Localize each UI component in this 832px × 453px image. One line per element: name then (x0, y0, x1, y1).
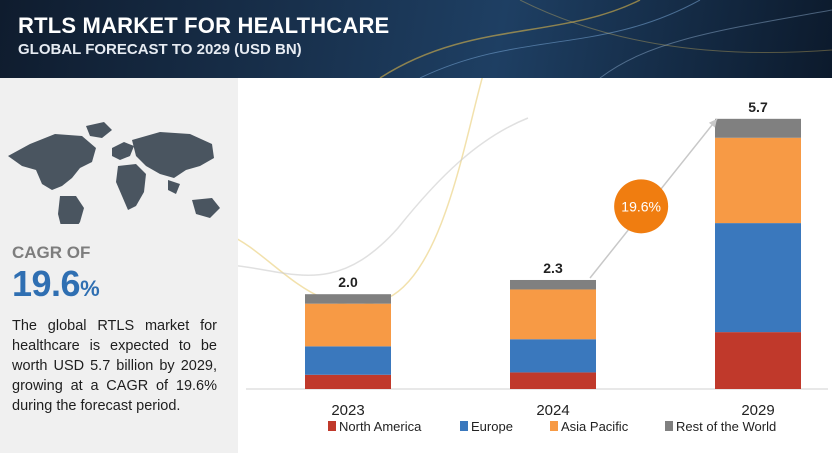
legend-swatch (665, 421, 673, 431)
cagr-number: 19.6 (12, 263, 81, 304)
cagr-bubble (614, 179, 669, 234)
legend-swatch (460, 421, 468, 431)
cagr-unit: % (80, 276, 100, 301)
data-label-total-2029: 5.7 (748, 99, 768, 115)
header-banner: RTLS MARKET FOR HEALTHCARE GLOBAL FORECA… (0, 0, 832, 78)
x-tick-label-2024: 2024 (536, 402, 569, 419)
legend-item-asia-pacific: Asia Pacific (550, 419, 629, 434)
banner-background (379, 0, 832, 78)
stacked-bar-chart: 2.0 2023 2.3 2024 5.7 2029 19.6% North Americ… (238, 78, 828, 434)
world-map-icon (8, 122, 220, 224)
legend-label: Rest of the World (676, 419, 776, 434)
cagr-value: 19.6% (12, 263, 100, 305)
page-title: RTLS MARKET FOR HEALTHCARE (18, 13, 390, 38)
legend-swatch (328, 421, 336, 431)
bar-segment-asia-pacific-2029 (715, 137, 801, 224)
legend-swatch (550, 421, 558, 431)
bar-segment-asia-pacific-2023 (305, 303, 391, 347)
x-tick-label-2029: 2029 (741, 402, 774, 419)
bar-segment-rest-of-the-world-2023 (305, 294, 391, 304)
bar-segment-north-america-2024 (510, 372, 596, 389)
legend-label: Asia Pacific (561, 419, 629, 434)
legend-item-europe: Europe (460, 419, 513, 434)
cagr-label: CAGR OF (12, 243, 91, 262)
bar-segment-rest-of-the-world-2024 (510, 279, 596, 290)
decorative-curves (238, 78, 529, 306)
cagr-annotation-label: 19.6% (621, 198, 661, 214)
legend-label: North America (339, 419, 422, 434)
legend-item-north-america: North America (328, 419, 422, 434)
legend-item-rest-of-the-world: Rest of the World (665, 419, 776, 434)
growth-arrow-head (708, 118, 717, 128)
legend-label: Europe (471, 419, 513, 434)
bar-segment-europe-2029 (715, 223, 801, 333)
bar-segment-rest-of-the-world-2029 (715, 118, 801, 138)
data-label-total-2023: 2.0 (338, 274, 358, 290)
x-tick-label-2023: 2023 (331, 402, 364, 419)
bar-segment-north-america-2023 (305, 374, 391, 389)
data-label-total-2024: 2.3 (543, 260, 563, 276)
bar-segment-europe-2024 (510, 339, 596, 373)
bar-segment-north-america-2029 (715, 332, 801, 389)
page-subtitle: GLOBAL FORECAST TO 2029 (USD BN) (18, 41, 302, 58)
market-description: The global RTLS market for healthcare is… (12, 318, 217, 414)
bar-segment-europe-2023 (305, 346, 391, 375)
bar-segment-asia-pacific-2024 (510, 289, 596, 340)
